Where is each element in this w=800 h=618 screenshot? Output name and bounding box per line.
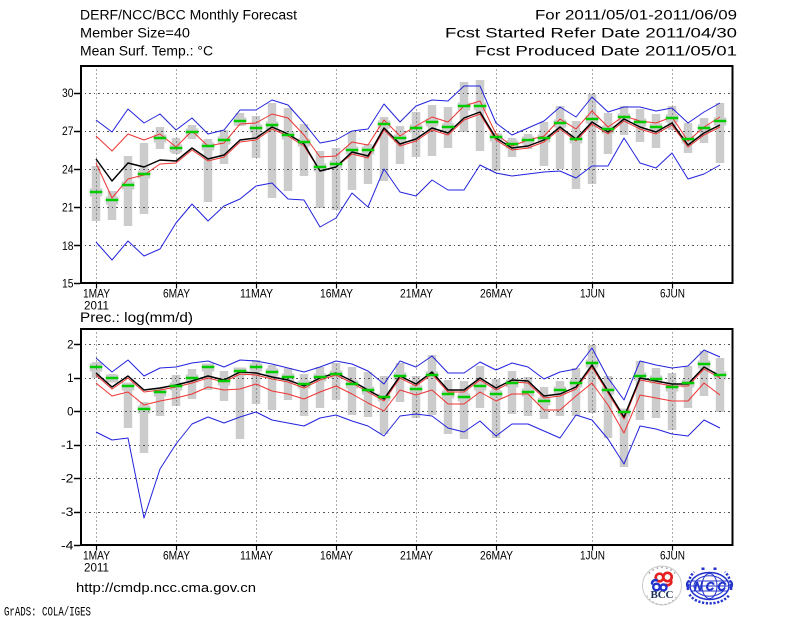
svg-text:15: 15 bbox=[62, 279, 74, 291]
svg-text:18: 18 bbox=[62, 241, 74, 253]
svg-text:DERF/NCC/BCC Monthly Forecast: DERF/NCC/BCC Monthly Forecast bbox=[80, 8, 297, 23]
svg-text:6JUN: 6JUN bbox=[660, 289, 685, 301]
svg-text:http://cmdp.ncc.cma.gov.cn: http://cmdp.ncc.cma.gov.cn bbox=[76, 580, 256, 595]
svg-text:11MAY: 11MAY bbox=[240, 289, 273, 301]
svg-text:BCC: BCC bbox=[651, 589, 674, 601]
svg-text:16MAY: 16MAY bbox=[320, 551, 353, 563]
svg-text:Mean Surf. Temp.: °C: Mean Surf. Temp.: °C bbox=[80, 44, 213, 59]
svg-text:For 2011/05/01-2011/06/09: For 2011/05/01-2011/06/09 bbox=[535, 8, 737, 23]
svg-text:2011: 2011 bbox=[84, 301, 109, 313]
svg-text:2011: 2011 bbox=[84, 563, 109, 575]
svg-text:11MAY: 11MAY bbox=[240, 551, 273, 563]
svg-text:1: 1 bbox=[67, 373, 73, 385]
svg-text:1MAY: 1MAY bbox=[83, 551, 110, 563]
svg-text:Fcst Started Refer Date 2011/0: Fcst Started Refer Date 2011/04/30 bbox=[445, 26, 737, 41]
svg-text:26MAY: 26MAY bbox=[480, 551, 513, 563]
svg-text:26MAY: 26MAY bbox=[480, 289, 513, 301]
svg-text:6JUN: 6JUN bbox=[660, 551, 685, 563]
svg-text:16MAY: 16MAY bbox=[320, 289, 353, 301]
svg-text:6MAY: 6MAY bbox=[163, 551, 190, 563]
svg-text:21MAY: 21MAY bbox=[400, 289, 433, 301]
svg-text:-2: -2 bbox=[61, 474, 74, 486]
svg-text:6MAY: 6MAY bbox=[163, 289, 190, 301]
svg-text:Fcst Produced Date 2011/05/01: Fcst Produced Date 2011/05/01 bbox=[475, 44, 737, 59]
svg-text:Prec.: log(mm/d): Prec.: log(mm/d) bbox=[80, 310, 193, 325]
svg-text:24: 24 bbox=[62, 164, 74, 176]
svg-text:21MAY: 21MAY bbox=[400, 551, 433, 563]
svg-text:GrADS: COLA/IGES: GrADS: COLA/IGES bbox=[4, 606, 91, 618]
svg-text:1JUN: 1JUN bbox=[580, 551, 605, 563]
svg-text:Member Size=40: Member Size=40 bbox=[80, 26, 190, 41]
svg-text:21: 21 bbox=[62, 203, 74, 215]
svg-text:1JUN: 1JUN bbox=[580, 289, 605, 301]
svg-text:27: 27 bbox=[62, 126, 74, 138]
svg-text:-3: -3 bbox=[61, 507, 74, 519]
svg-text:1MAY: 1MAY bbox=[83, 289, 110, 301]
svg-text:30: 30 bbox=[62, 88, 74, 100]
svg-text:0: 0 bbox=[67, 407, 73, 419]
svg-text:NCC: NCC bbox=[694, 580, 726, 594]
svg-text:-4: -4 bbox=[61, 541, 74, 553]
svg-text:2: 2 bbox=[67, 340, 73, 352]
svg-text:-1: -1 bbox=[61, 440, 74, 452]
